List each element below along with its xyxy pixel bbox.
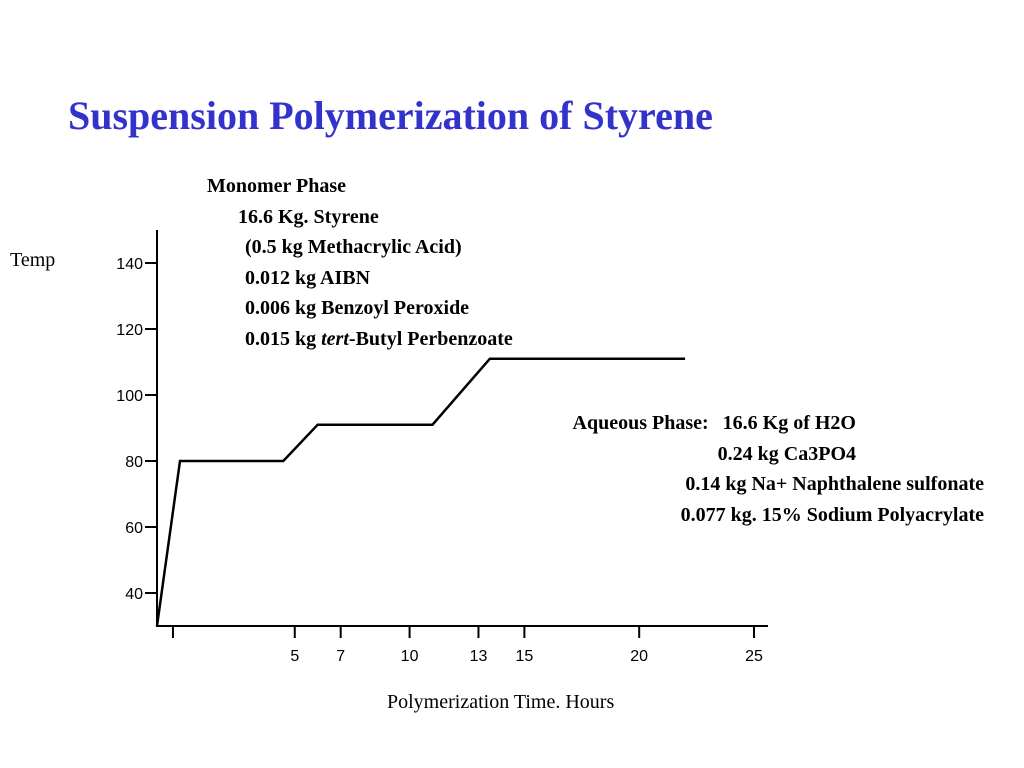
x-tick-label: 7 [336,648,345,665]
aqueous-phase-label: Aqueous Phase: [572,412,709,434]
monomer-styrene: 16.6 Kg. Styrene [238,205,379,228]
slide-title: Suspension Polymerization of Styrene [68,93,713,138]
aqueous-ca3po4: 0.24 kg Ca3PO4 [717,442,856,465]
aqueous-phase-block: Aqueous Phase: 16.6 Kg of H2O 0.24 kg Ca3… [573,408,984,530]
y-tick-label: 140 [116,256,143,273]
monomer-methacrylic-acid: (0.5 kg Methacrylic Acid) [245,236,462,259]
aqueous-phase-first-line: Aqueous Phase: 16.6 Kg of H2O [573,408,984,439]
aqueous-sodium-polyacrylate: 0.077 kg. 15% Sodium Polyacrylate [680,503,984,526]
y-tick-label: 120 [116,322,143,339]
monomer-perbenzoate: 0.015 kg tert-Butyl Perbenzoate [207,324,513,355]
chart-ticks: 40 60 80 100 120 140 5 7 10 13 15 20 25 [116,256,763,665]
y-axis-label: Temp [10,249,56,271]
chart-axes [156,230,768,627]
perbenzoate-amount: 0.015 kg [245,327,322,350]
aqueous-water: 16.6 Kg of H2O [722,412,856,434]
temperature-profile-line [155,357,686,627]
monomer-phase-heading: Monomer Phase [207,175,347,197]
x-tick-label: 5 [290,648,299,665]
y-tick-label: 80 [125,454,143,471]
aqueous-naphthalene-sulfonate: 0.14 kg Na+ Naphthalene sulfonate [685,473,984,496]
x-tick-label: 20 [630,648,648,665]
y-tick-label: 60 [125,520,143,537]
chart-series [155,357,686,627]
x-tick-label: 10 [401,648,419,665]
monomer-benzoyl-peroxide: 0.006 kg Benzoyl Peroxide [245,297,470,320]
x-tick-label: 13 [470,648,488,665]
monomer-aibn: 0.012 kg AIBN [245,266,371,289]
y-tick-label: 100 [116,388,143,405]
perbenzoate-tert: tert [321,327,349,350]
perbenzoate-name: -Butyl Perbenzoate [348,327,513,350]
monomer-phase-block: Monomer Phase 16.6 Kg. Styrene (0.5 kg M… [207,171,513,355]
x-tick-label: 25 [745,648,763,665]
y-tick-label: 40 [125,586,143,603]
x-tick-label: 15 [515,648,533,665]
x-axis-label: Polymerization Time. Hours [387,691,615,713]
